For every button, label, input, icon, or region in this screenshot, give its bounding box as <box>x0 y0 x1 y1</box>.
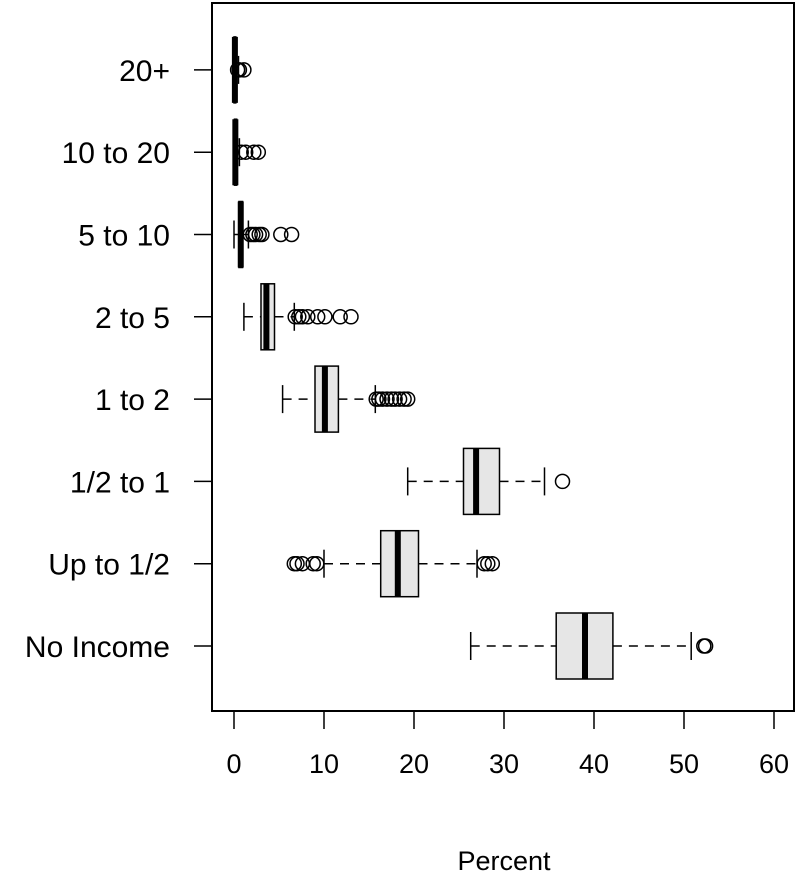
outlier-point <box>371 391 387 407</box>
outlier-point <box>317 309 333 325</box>
outlier-point <box>250 144 267 160</box>
outlier-point <box>247 226 264 243</box>
outlier-point <box>396 391 412 407</box>
outlier-point <box>383 391 400 407</box>
x-tick-label: 30 <box>489 749 519 779</box>
x-tick-label: 20 <box>399 749 429 779</box>
outlier-point <box>291 309 307 325</box>
outlier-point <box>476 555 492 572</box>
x-tick-label: 40 <box>579 749 609 779</box>
box-10-to-20 <box>232 118 267 186</box>
outlier-point <box>236 62 252 78</box>
box-20- <box>229 36 252 104</box>
outlier-point <box>697 638 714 654</box>
outlier-point <box>554 473 571 490</box>
outlier-point <box>305 555 321 572</box>
box-2-to-5 <box>243 283 359 351</box>
outlier-point <box>246 144 262 160</box>
plot-frame <box>211 2 795 712</box>
category-label-no-income: No Income <box>25 631 170 664</box>
category-labels: No Income Up to 1/2 1/2 to 1 1 to 2 2 to 5 5 … <box>25 55 212 664</box>
outlier-point <box>273 226 289 243</box>
x-axis-title: Percent <box>457 846 551 876</box>
outlier-point <box>309 555 325 572</box>
outlier-point <box>233 144 249 160</box>
category-label-10-to-20: 10 to 20 <box>62 137 170 170</box>
outlier-point <box>391 391 408 407</box>
x-tick-label: 50 <box>669 749 699 779</box>
box-5-to-10 <box>233 200 300 269</box>
outlier-point <box>480 555 496 572</box>
box-1-to-2 <box>281 365 416 433</box>
outlier-point <box>484 555 501 572</box>
category-label-5-to-10: 5 to 10 <box>78 220 170 253</box>
outlier-point <box>309 309 326 325</box>
box-iqr <box>462 447 501 516</box>
outlier-point <box>343 309 359 325</box>
category-label-1-2-to-1: 1/2 to 1 <box>70 466 170 499</box>
outlier-point <box>237 144 254 160</box>
category-label-up-to-1-2: Up to 1/2 <box>48 549 170 582</box>
outlier-point <box>300 309 316 325</box>
outlier-point <box>254 226 270 243</box>
x-tick-label: 10 <box>309 749 339 779</box>
outlier-point <box>332 309 348 325</box>
category-label-1-to-2: 1 to 2 <box>95 384 170 417</box>
category-label-20-: 20+ <box>119 55 170 88</box>
outlier-point <box>294 309 311 325</box>
category-label-2-to-5: 2 to 5 <box>95 302 170 335</box>
outlier-point <box>374 391 391 407</box>
x-tick-label: 0 <box>226 749 241 779</box>
outlier-point <box>379 391 395 407</box>
outlier-point <box>399 391 416 407</box>
box-no-income <box>469 612 714 680</box>
box-1-2-to-1 <box>406 447 571 516</box>
outlier-point <box>231 62 248 78</box>
outlier-point <box>287 309 303 325</box>
outlier-point <box>387 391 403 407</box>
outlier-point <box>289 555 305 572</box>
boxes-layer <box>229 36 714 680</box>
x-tick-label: 60 <box>759 749 789 779</box>
outlier-point <box>283 226 300 243</box>
box-up-to-1-2 <box>286 529 501 598</box>
x-axis: 0 10 20 30 40 50 60 <box>226 711 789 779</box>
